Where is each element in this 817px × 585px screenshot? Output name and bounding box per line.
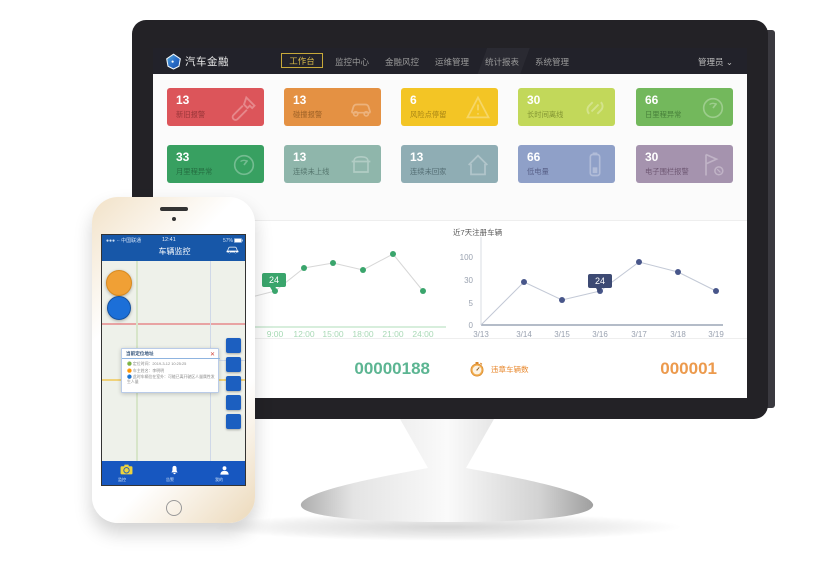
svg-text:100: 100	[460, 253, 474, 262]
svg-text:24: 24	[269, 275, 279, 285]
svg-text:5: 5	[469, 299, 474, 308]
svg-text:30: 30	[464, 276, 473, 285]
svg-text:24: 24	[595, 276, 605, 286]
svg-text:0: 0	[469, 321, 474, 330]
